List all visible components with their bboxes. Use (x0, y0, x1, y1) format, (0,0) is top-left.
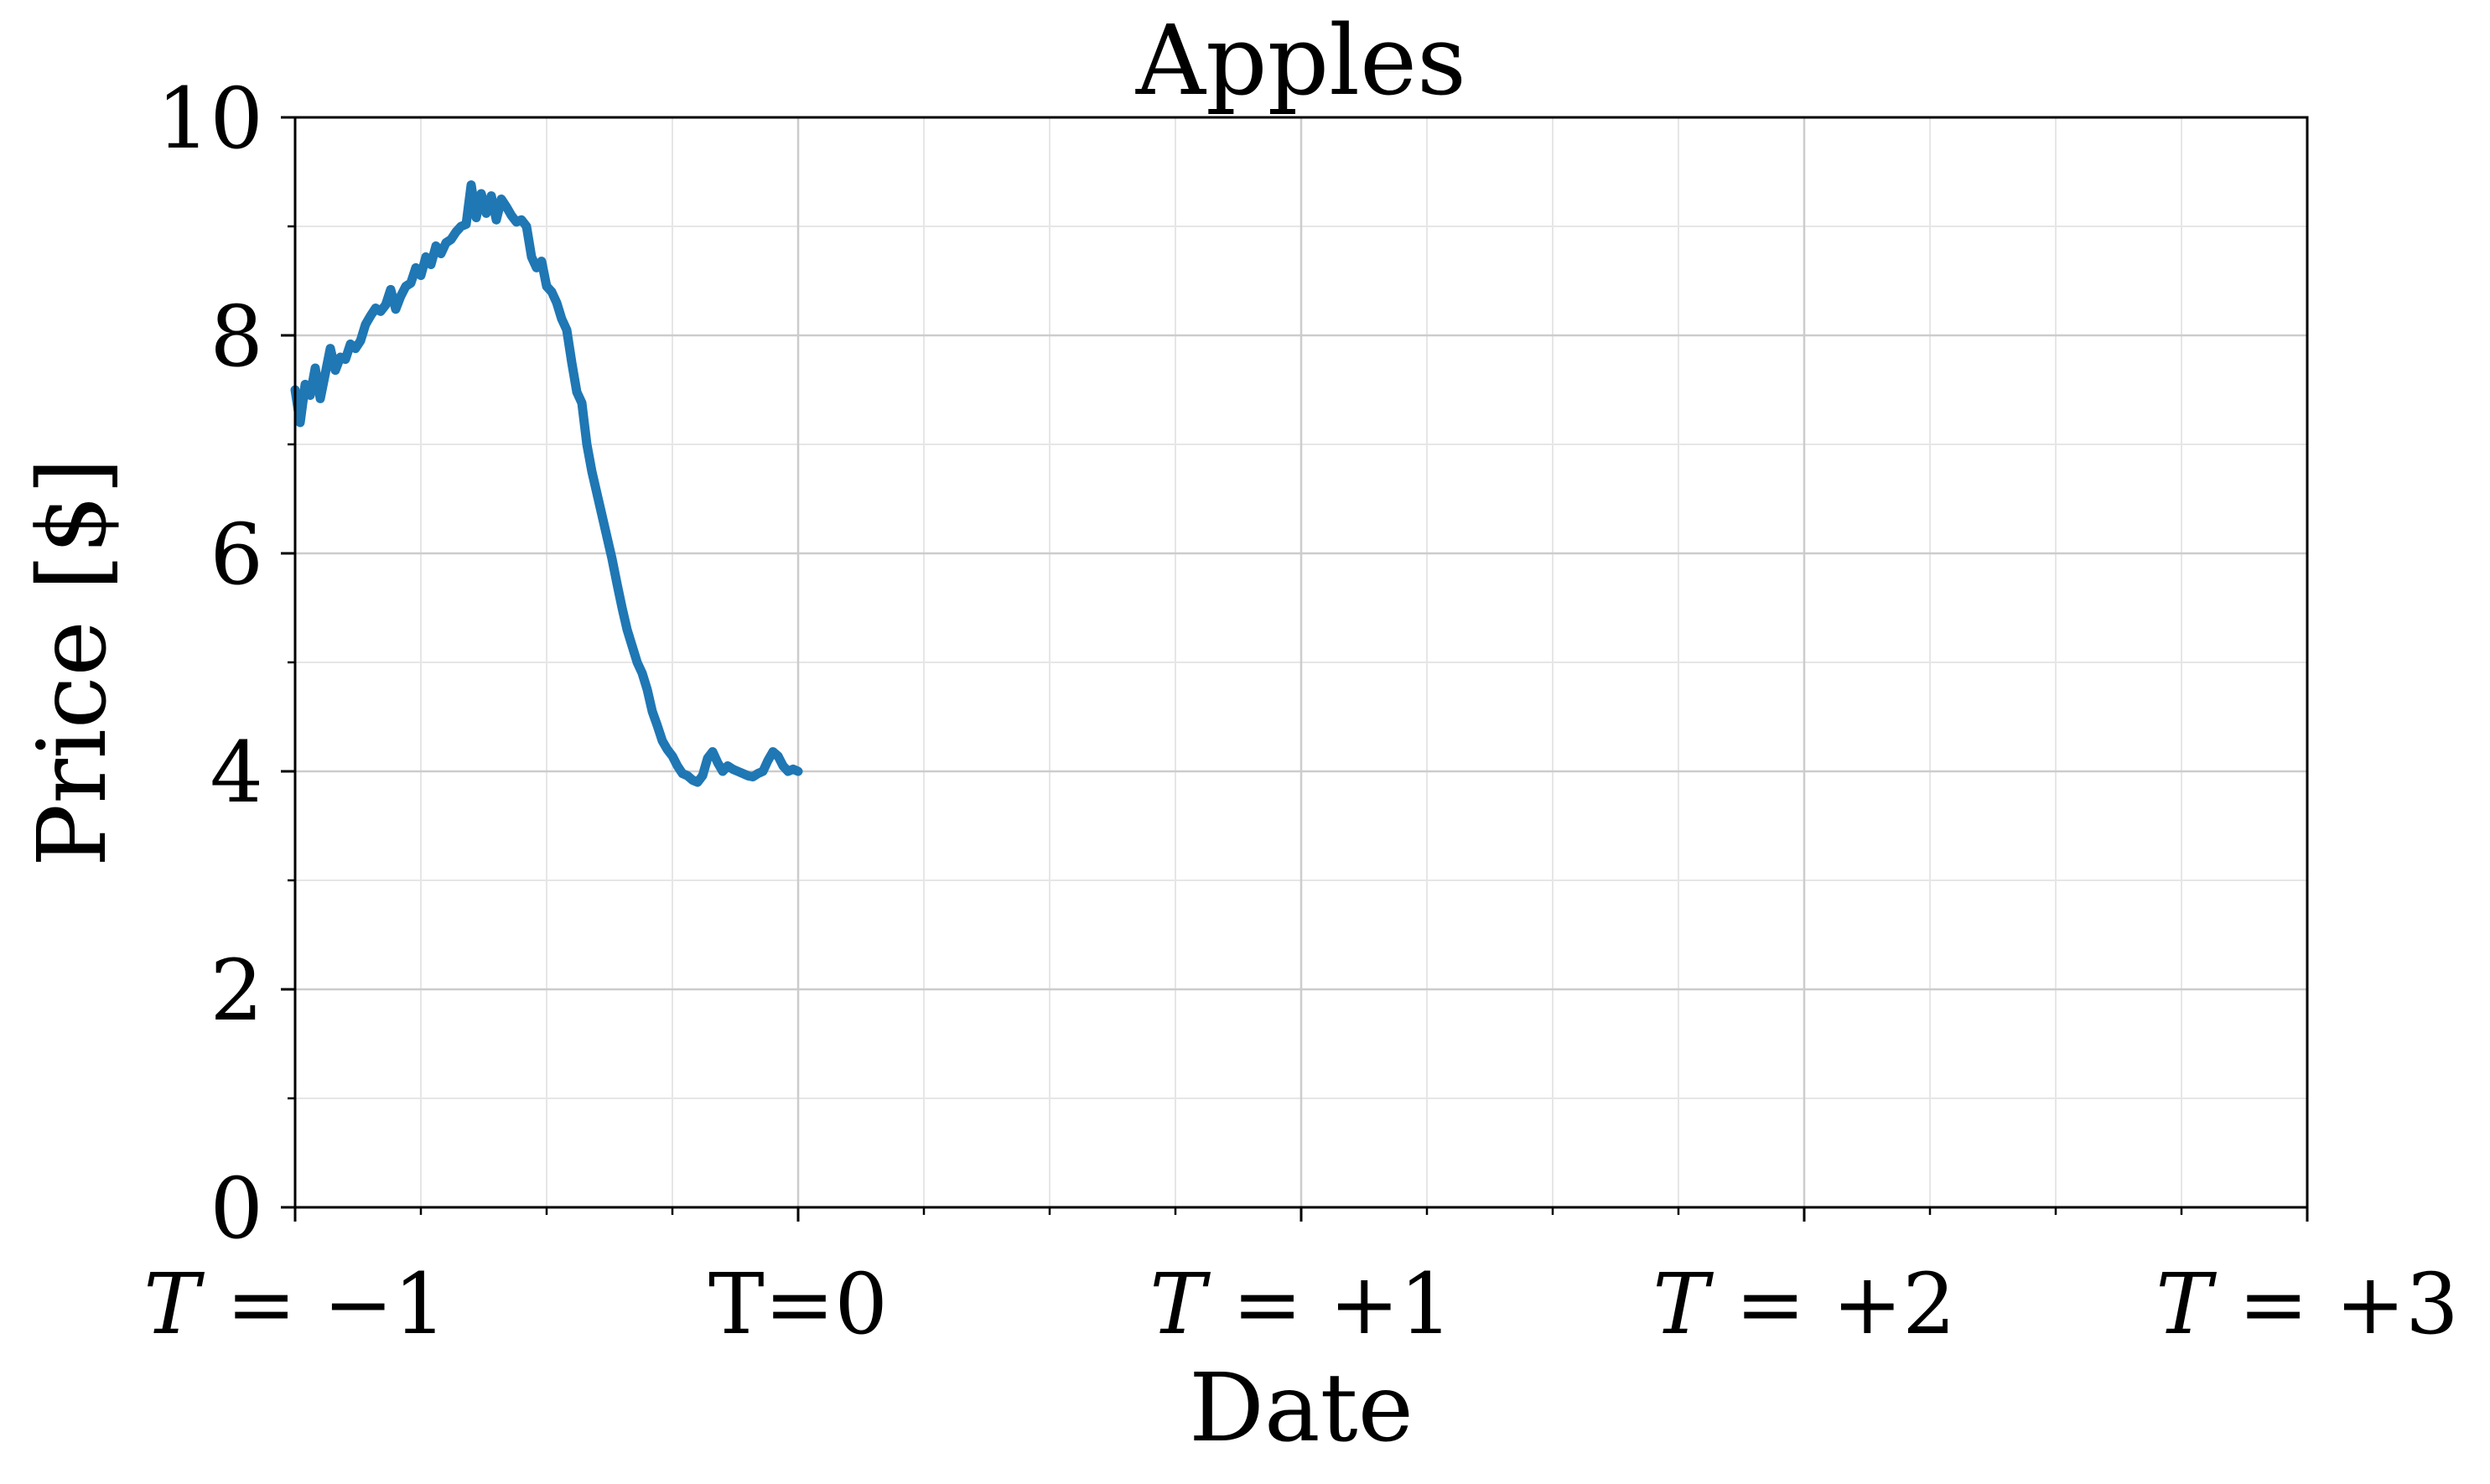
x-tick-label: T = −1 (143, 1255, 446, 1353)
y-axis-label: Price [$] (18, 458, 127, 867)
y-tick-label: 10 (157, 70, 263, 168)
x-tick-label: T = +2 (1652, 1255, 1955, 1353)
x-tick-label: T=0 (708, 1255, 888, 1353)
y-tick-label: 8 (210, 288, 263, 386)
y-tick-label: 4 (210, 724, 263, 822)
chart-title: Apples (1135, 5, 1466, 117)
series-layer (290, 180, 803, 787)
tick-marks (281, 116, 2309, 1222)
y-tick-labels: 0 2 4 6 8 10 (157, 70, 263, 1258)
price-series-line (290, 180, 803, 787)
x-axis-label: Date (1189, 1354, 1414, 1463)
y-tick-label: 6 (210, 506, 263, 604)
y-tick-label: 2 (210, 942, 263, 1040)
x-tick-label: T = +1 (1149, 1255, 1452, 1353)
y-tick-label: 0 (210, 1160, 263, 1258)
x-tick-labels: T = −1 T=0 T = +1 T = +2 T = +3 (143, 1255, 2458, 1353)
x-tick-label: T = +3 (2155, 1255, 2458, 1353)
